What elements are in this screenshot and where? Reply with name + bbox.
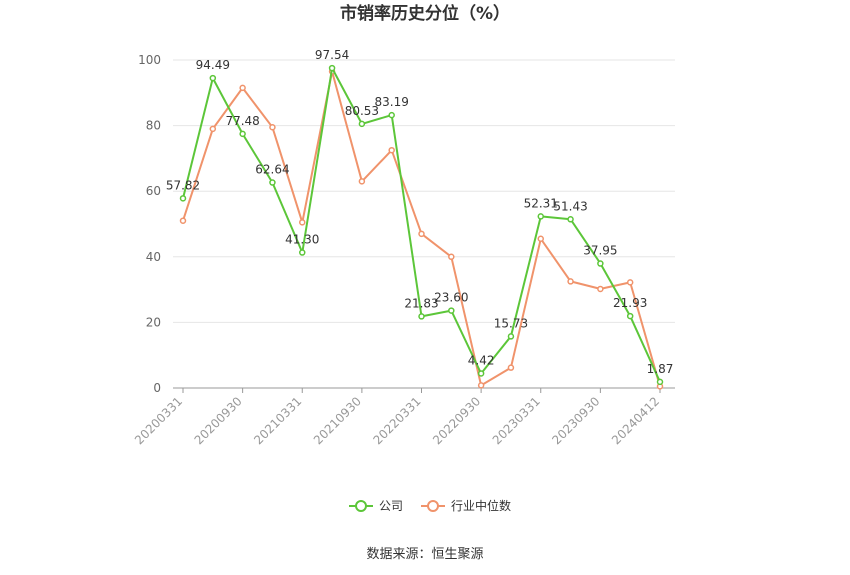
series-point [567, 278, 574, 285]
y-tick-label: 80 [146, 119, 161, 133]
x-tick-label: 20230331 [490, 394, 543, 447]
grid-lines [173, 59, 675, 323]
y-tick-label: 20 [146, 315, 161, 329]
x-tick-label: 20210331 [251, 394, 304, 447]
series-point [507, 364, 515, 371]
series-point [179, 195, 187, 202]
series-point [507, 333, 515, 340]
series-point [269, 123, 276, 131]
series-point [567, 216, 574, 223]
series-point [626, 279, 634, 286]
data-label: 15.73 [494, 316, 528, 330]
series-point [388, 146, 395, 154]
series-point [209, 74, 217, 82]
x-tick-label: 20220930 [430, 394, 483, 447]
data-label: 4.42 [468, 354, 495, 368]
series-point [209, 125, 217, 133]
series-point [299, 219, 306, 226]
data-label: 97.54 [315, 48, 349, 62]
x-tick-label: 20200930 [192, 394, 245, 447]
y-tick-label: 60 [146, 184, 161, 198]
series-point [328, 64, 336, 72]
legend-marker-circle [427, 500, 439, 512]
series-point [477, 370, 485, 377]
legend-item-label: 行业中位数 [451, 498, 511, 513]
data-label: 23.60 [434, 291, 468, 305]
x-axis: 20200331 20200930 20210331 20210930 20220331… [132, 387, 675, 447]
x-tick-label: 20210930 [311, 394, 364, 447]
chart-title: 市销率历史分位（%） [340, 3, 510, 24]
data-label: 57.82 [166, 178, 200, 192]
data-label: 62.64 [255, 163, 289, 177]
series-point [626, 312, 634, 320]
series-point [358, 120, 366, 128]
y-axis: 0 20 40 60 80 100 [138, 53, 161, 395]
series-point [597, 260, 604, 267]
series-point [299, 249, 306, 256]
legend[interactable]: 公司 行业中位数 [349, 498, 511, 513]
data-labels: 57.82 94.49 77.48 62.64 41.30 97.54 80.5383.19… [166, 48, 674, 376]
x-tick-label: 20230930 [549, 394, 602, 447]
series-point [656, 378, 664, 386]
data-label: 21.83 [404, 296, 438, 310]
series-point [597, 285, 604, 293]
series-point [388, 111, 395, 119]
data-label: 1.87 [647, 362, 674, 376]
data-source: 数据来源：恒生聚源 [366, 547, 483, 562]
data-label: 41.30 [285, 233, 319, 247]
x-tick-label: 20200331 [132, 394, 185, 447]
data-label: 51.43 [553, 199, 587, 213]
data-label: 83.19 [375, 95, 409, 109]
series-point [537, 213, 544, 220]
series-point [358, 178, 366, 185]
series-point [448, 307, 455, 314]
y-tick-label: 100 [138, 53, 161, 67]
data-label: 94.49 [196, 58, 230, 72]
series-point [448, 253, 455, 261]
y-tick-label: 0 [153, 381, 161, 395]
series-group [179, 64, 664, 390]
series-point [418, 313, 425, 320]
series-point [477, 382, 485, 389]
series-point [418, 230, 425, 238]
series-point [179, 217, 187, 224]
data-label: 37.95 [583, 244, 617, 258]
legend-marker-circle [355, 500, 367, 512]
legend-item-label: 公司 [379, 499, 403, 513]
data-label: 80.53 [345, 104, 379, 118]
series-point [239, 84, 246, 92]
data-label: 21.93 [613, 296, 647, 310]
x-tick-label: 20220331 [371, 394, 424, 447]
data-label: 77.48 [225, 114, 259, 128]
x-tick-label: 20240412 [609, 394, 662, 447]
series-point [269, 179, 276, 186]
y-tick-label: 40 [146, 250, 161, 264]
series-point [537, 235, 544, 243]
data-label: 52.31 [524, 196, 558, 210]
series-point [239, 130, 246, 138]
